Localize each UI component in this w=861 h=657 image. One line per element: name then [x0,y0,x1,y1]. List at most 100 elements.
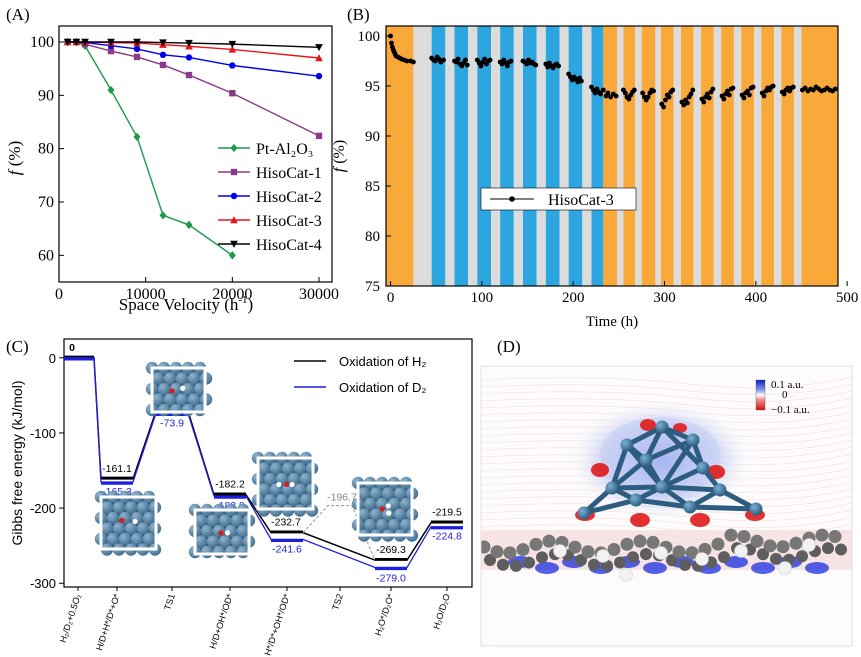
panel-b-point [688,91,694,97]
panel-b-band [781,26,795,286]
panel-b-band [603,26,618,286]
slab-atom [375,518,389,532]
carbon-atom [627,551,639,564]
hydrogen-atom [654,546,668,560]
panel-b-ylabel: f (%) [331,140,348,172]
panel-b-band [559,26,569,286]
panel-b-point [482,56,488,62]
panel-b-legend-label: HisoCat-3 [548,192,614,209]
metal-bond [643,437,696,463]
panel-b-ytick-label: 95 [365,79,380,95]
panel-c-d2-value: -224.8 [432,531,462,543]
hydrogen-atom [695,552,709,566]
panel-c-label: (C) [6,337,29,356]
panel-b-point [508,58,514,64]
panel-c-energy-profile [64,357,463,569]
panel-b-point [478,63,484,69]
metal-bond [581,497,639,516]
metal-bond [633,497,693,510]
panel-c-categories: H₂/D₂+0.5O₂ H/D+H*/D*+O* TS1 H/D+OH*/OD* H*/… [58,592,452,657]
contour-line [481,516,852,529]
panel-b-point [441,57,446,63]
carbon-atom [763,539,777,553]
panel-b-points [388,33,838,110]
panel-b-point [781,91,787,97]
panel-a-legend-marker [230,143,238,153]
slab-atom [106,532,120,546]
panel-c-category-label: TS2 [330,593,345,612]
panel-b-label: (B) [347,5,370,24]
oxygen-atom [119,517,125,524]
slab-atom [263,472,277,486]
slab-atom [393,508,407,521]
carbon-atom [789,536,803,550]
panel-b-point [505,63,510,69]
panel-a: (A) 0 10000 20000 30000 60 70 80 90 100 Space Ve… [5,5,339,314]
carbon-atom [724,528,738,542]
slab-atom [200,524,214,538]
panel-a-xtick-label: 30000 [299,286,339,303]
slab-atom [112,501,126,514]
slab-atom [124,522,138,535]
panel-b-point [533,62,539,68]
panel-a-legend-marker [230,168,238,176]
panel-a-legend-label: Pt-Al₂O₃ [256,141,313,158]
metal-atom [749,502,763,516]
carbon-atom [481,540,491,554]
surface-structure-inset [94,490,162,556]
panel-b-point [645,94,651,100]
panel-a-line [67,41,233,256]
hydrogen-atom [386,510,392,516]
panel-a-point [159,61,167,69]
slab-atom [142,511,156,525]
panel-c-d2-value: -279.0 [376,572,406,584]
negative-charge-lobe [630,513,650,527]
contour-line [481,390,852,403]
metal-atom [655,480,669,494]
slab-atom [369,508,383,521]
slab-atom [187,372,201,385]
panel-b-point [651,88,656,94]
panel-a-point [315,72,323,80]
slab-atom [193,382,207,396]
colorbar-gradient [755,379,766,411]
slab-atom [299,493,313,507]
panel-c-category-label: H/D+H*/D*+O* [94,592,122,652]
slab-atom [399,497,413,511]
panel-c-ylabel: Gibbs free energy (kJ/mol) [9,381,25,546]
panel-b-point [598,91,603,97]
metal-atom [605,481,619,495]
slab-atom [257,483,271,496]
slab-atom [363,518,377,532]
panel-a-legend: Pt-Al₂O₃ HisoCat-1 HisoCat-2 HisoCat-3 HisoC… [218,141,322,254]
panel-b-point [670,87,676,93]
slab-atom [375,497,389,511]
panel-c-h2-value: -161.1 [102,463,132,475]
oxygen-atom [169,388,175,394]
support-charge-lobe [535,562,559,574]
panel-b-band [794,26,802,286]
panel-b-band [721,26,734,286]
carbon-atom [588,558,600,571]
hydrogen-atom [619,568,633,582]
hydrogen-atom [385,503,391,509]
panel-b-point [600,87,606,93]
carbon-atom [815,528,829,542]
panel-a-point [229,90,236,97]
hydrogen-atom [596,549,610,563]
metal-bond [717,487,759,512]
panel-a-axes [58,25,333,283]
slab-atom [236,545,250,559]
panel-c-category-label: H/D+OH*/OD* [208,592,235,650]
carbon-atom [542,534,556,548]
panel-b: (B) 0 100 200 300 400 500 75 80 85 90 95 100 Time (… [331,5,858,330]
panel-c-category-label: H₂O/D₂O [431,593,452,631]
panel-b-xtick-label: 200 [562,290,585,306]
panel-a-ytick-label: 100 [30,34,54,51]
panel-c-h2-value: 0 [69,342,75,354]
panel-b-point [622,90,628,96]
slab-atom [124,501,138,514]
metal-cluster [577,420,763,520]
panel-c-h2-value: -269.3 [376,544,406,556]
hydrogen-atom [276,481,282,488]
